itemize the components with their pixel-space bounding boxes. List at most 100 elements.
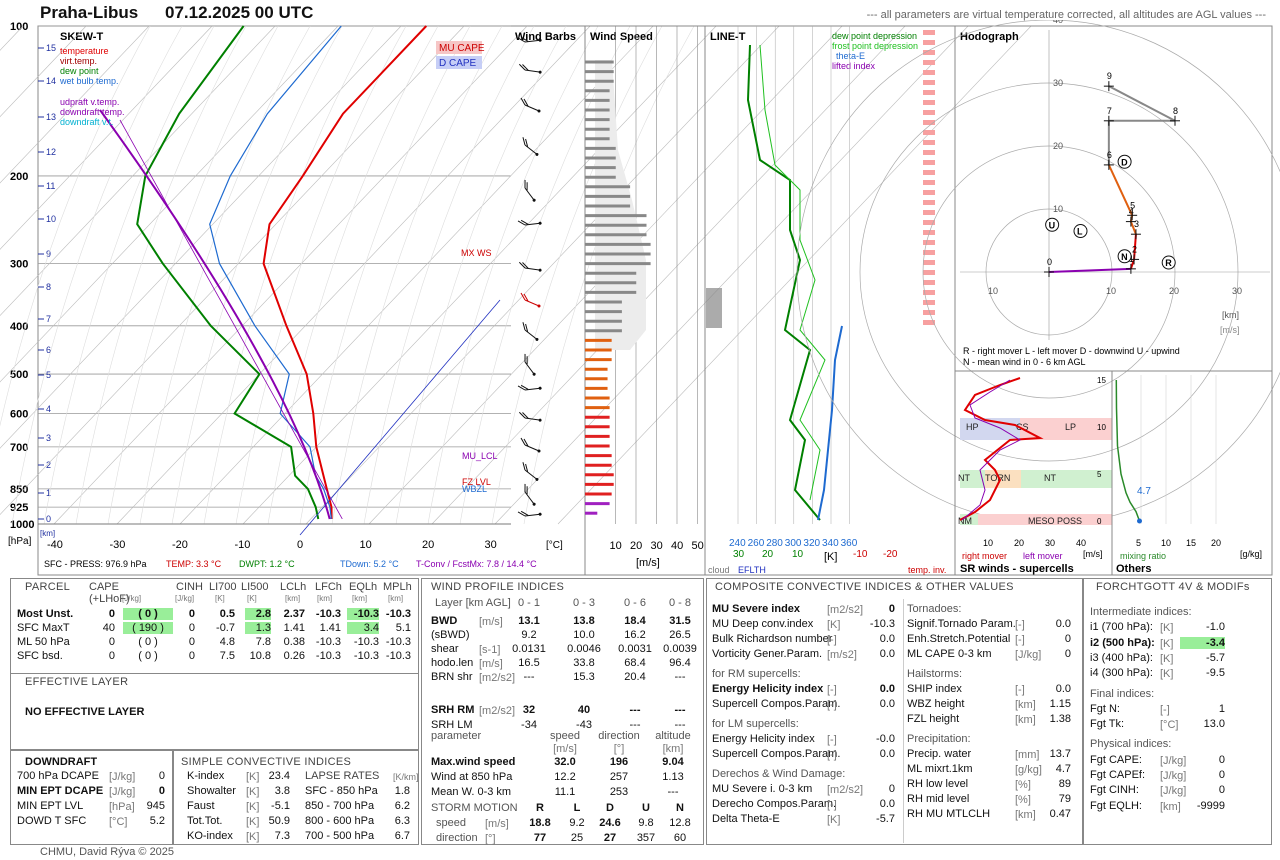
dry-adiabat: [0, 25, 151, 427]
linet-tick-top: 360: [841, 538, 858, 549]
sr-band-label: LP: [1065, 422, 1076, 432]
param-unit: [km]: [662, 743, 684, 755]
forchtgott-panel: FORCHTGOTT 4V & MODIFs Intermediate indi…: [1083, 578, 1272, 845]
hdr-li700: LI700: [209, 581, 237, 593]
metric-value: 0: [1218, 769, 1225, 781]
km-tick: 3: [46, 433, 51, 443]
inversion-mark: [923, 200, 935, 205]
inversion-mark: [923, 30, 935, 35]
dry-adiabat: [395, 25, 567, 525]
linet-tick-bottom: 30: [733, 549, 745, 560]
parcel-lfc: -10.3: [315, 608, 341, 620]
km-tick: 13: [46, 112, 56, 122]
simple-value: 23.4: [268, 770, 290, 782]
storm-speed: 24.6: [599, 817, 621, 829]
linet-tick-bottom: -20: [883, 549, 898, 560]
cloud-block: [706, 288, 722, 328]
ws-tick: 40: [671, 540, 683, 552]
parcel-mpl: 5.1: [395, 622, 411, 634]
dry-adiabat: [491, 25, 663, 525]
km-tick: 14: [46, 76, 56, 86]
barb-shaft: [524, 329, 538, 340]
parcel-li700: 7.5: [219, 650, 235, 662]
parcel-lcl: 2.37: [283, 608, 305, 620]
parcel-lcl: 1.41: [283, 622, 305, 634]
parcel-cape: 0: [108, 650, 115, 662]
dry-adiabat: [203, 25, 375, 525]
metric-name: i2 (500 hPa):: [1090, 636, 1155, 649]
metric-value: -5.7: [1206, 651, 1225, 664]
wp-value: 40: [577, 704, 591, 716]
param-unit: [m/s]: [553, 743, 577, 755]
legend-virt-temp-: virt.temp.: [60, 56, 97, 66]
metric-name: Supercell Compos.Param.: [712, 748, 841, 760]
unit-cinh: [J/kg]: [175, 594, 195, 603]
wind-barb: [522, 462, 539, 481]
isotherm-line: [0, 25, 465, 515]
storm-dir: 357: [636, 832, 656, 844]
barb-dot: [535, 152, 539, 156]
metric-unit: [-]: [827, 699, 837, 711]
barb-dot: [535, 477, 539, 481]
metric-unit: [-]: [1015, 684, 1025, 696]
parcel-name: SFC bsd.: [17, 650, 63, 662]
inversion-mark: [923, 150, 935, 155]
metric-name: SHIP index: [907, 683, 962, 695]
parcel-name: ML 50 hPa: [17, 636, 70, 648]
hodo-unit-km: [km]: [1222, 310, 1239, 320]
metric-unit: [-]: [827, 749, 837, 761]
effective-panel: EFFECTIVE LAYER NO EFFECTIVE LAYER: [10, 673, 419, 750]
fpd-line: [759, 44, 826, 501]
inversion-mark: [923, 260, 935, 265]
others-value: 4.7: [1137, 486, 1151, 497]
sr-height-tick: 15: [1097, 376, 1106, 385]
metric-value: 4.7: [1055, 763, 1071, 775]
linet-legend-li: lifted index: [832, 61, 876, 71]
pressure-tick: 925: [10, 502, 28, 514]
others-mixing: mixing ratio: [1120, 551, 1166, 561]
section-header: Tornadoes:: [907, 603, 962, 615]
dry-adiabat: [43, 25, 215, 525]
linet-frame: [704, 25, 956, 576]
hdr-cape: CAPE (+LHoF): [89, 581, 130, 605]
barb-dot: [537, 109, 541, 113]
metric-unit: [K]: [1160, 668, 1174, 681]
skewt-lines: [99, 25, 501, 536]
hdr-li500: LI500: [241, 581, 269, 593]
storm-marker-label: D: [1121, 157, 1128, 167]
metric-unit: [K]: [827, 814, 841, 826]
metric-name: Fgt CINH:: [1090, 784, 1139, 797]
barb-dot: [538, 268, 542, 272]
metric-name: Signif.Tornado Param.: [907, 618, 1016, 630]
dry-adiabat: [235, 25, 407, 525]
hodo-ring-label-neg: 10: [988, 286, 998, 296]
barb-dot: [537, 304, 541, 308]
metric-name: Fgt CAPE:: [1090, 753, 1142, 766]
metric-unit: [J/kg]: [1015, 649, 1042, 661]
hodo-ring-label-v: 10: [1053, 204, 1063, 214]
mixing-ratio-point: [1137, 518, 1142, 524]
metric-unit: [m2/s2]: [827, 784, 864, 796]
barb-flag: [517, 37, 526, 43]
metric-value: 0: [1218, 784, 1225, 797]
dd-value: 5.2: [149, 815, 165, 827]
km-tick: 10: [46, 214, 56, 224]
metric-unit: [-]: [827, 799, 837, 811]
wp-value: 10.0: [573, 629, 595, 641]
legend-wet-bulb-temp-: wet bulb temp.: [59, 76, 119, 86]
parcel-cinh: 0: [188, 650, 195, 662]
parcel-li500: 10.8: [249, 650, 271, 662]
param-name: Wind at 850 hPa: [431, 771, 513, 783]
wp-value: 9.2: [521, 629, 537, 641]
storm-col: N: [676, 802, 684, 814]
param-value: 32.0: [554, 756, 576, 768]
metric-name: Fgt Tk:: [1090, 718, 1125, 731]
isotherm-line: [0, 25, 213, 250]
param-value: 11.1: [554, 786, 576, 798]
wind-barb: [518, 63, 542, 74]
metric-unit: [-]: [1015, 634, 1025, 646]
ws-tick: 10: [610, 540, 622, 552]
param-header: speed: [550, 730, 580, 742]
unit-li700: [K]: [215, 594, 225, 603]
